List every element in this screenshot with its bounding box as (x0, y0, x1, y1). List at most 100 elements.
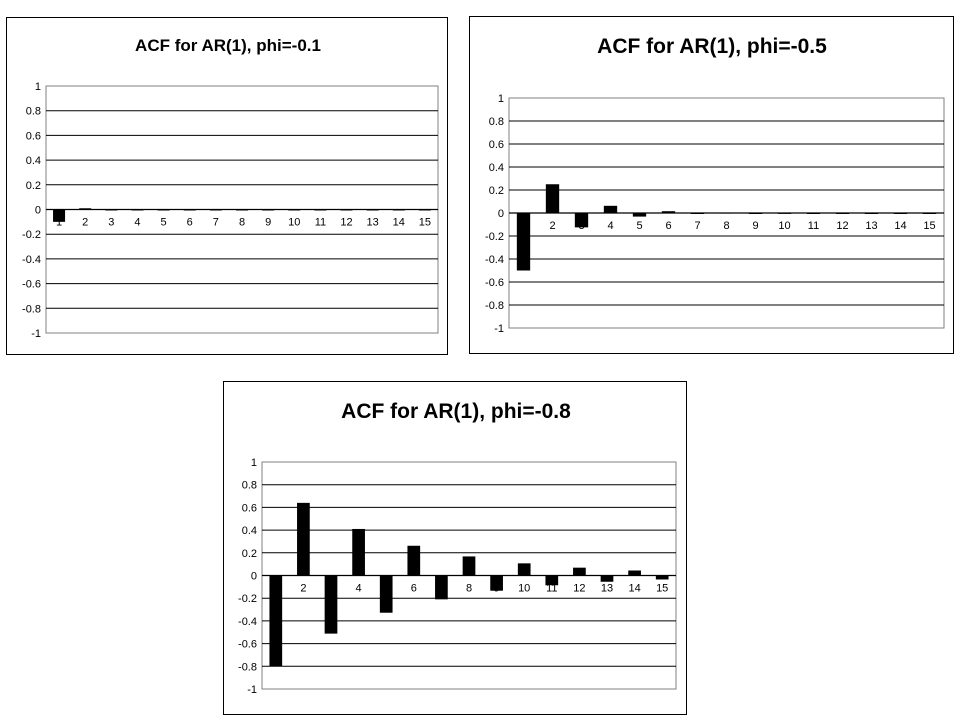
bar-lag-1 (516, 213, 531, 271)
bar-lag-12 (573, 567, 586, 576)
x-tick-label: 6 (411, 583, 417, 595)
chart-title: ACF for AR(1), phi=-0.8 (341, 400, 571, 423)
y-tick-label: 0.6 (489, 139, 504, 151)
x-tick-label: 1 (56, 217, 62, 229)
x-tick-label: 13 (865, 220, 877, 232)
bar-lag-1 (53, 209, 66, 222)
x-tick-label: 2 (300, 583, 306, 595)
x-tick-label: 4 (356, 583, 362, 595)
y-tick-label: 0.6 (26, 130, 41, 142)
y-tick-label: -0.6 (22, 279, 41, 291)
x-tick-label: 2 (82, 217, 88, 229)
y-tick-label: -0.8 (238, 661, 257, 673)
x-tick-label: 2 (549, 220, 555, 232)
y-tick-label: -0.8 (22, 303, 41, 315)
acf-chart-phi-0-8: ACF for AR(1), phi=-0.8 1 0.8 0.6 0.4 0.2 0 -0.… (223, 381, 687, 715)
bar-lag-12 (340, 209, 353, 211)
bar-lag-15 (418, 209, 431, 211)
bar-lag-15 (655, 575, 669, 580)
acf-chart-phi-0-1: ACF for AR(1), phi=-0.1 1 0.8 0.6 0.4 0.2 0 -0.… (6, 17, 448, 355)
x-tick-label: 6 (665, 220, 671, 232)
x-tick-label: 8 (723, 220, 729, 232)
y-tick-label: 0.4 (489, 162, 504, 174)
bar-lag-9 (262, 209, 275, 211)
x-tick-label: 10 (518, 583, 530, 595)
y-tick-label: 1 (35, 81, 41, 93)
bar-lag-2 (545, 184, 560, 213)
y-tick-label: 1 (498, 93, 504, 105)
bar-lag-6 (661, 211, 676, 213)
x-tick-label: 9 (752, 220, 758, 232)
x-tick-label: 6 (187, 217, 193, 229)
y-tick-label: -1 (247, 684, 257, 696)
y-tick-label: -0.2 (22, 229, 41, 241)
y-tick-label: -0.2 (238, 593, 257, 605)
acf-chart-svg: ACF for AR(1), phi=-0.5 1 0.8 0.6 0.4 0.2 0 -0.… (485, 35, 945, 335)
chart-title: ACF for AR(1), phi=-0.1 (135, 36, 321, 55)
bar-lag-14 (893, 212, 908, 214)
bar-lag-4 (603, 205, 618, 213)
bar-lag-11 (806, 213, 821, 214)
x-tick-label: 4 (134, 217, 140, 229)
bar-lag-7 (690, 213, 705, 214)
x-tick-label: 10 (288, 217, 300, 229)
bar-lag-13 (366, 209, 379, 211)
bar-lag-3 (574, 213, 589, 228)
x-tick-label: 13 (601, 583, 613, 595)
acf-chart-svg: ACF for AR(1), phi=-0.1 1 0.8 0.6 0.4 0.2 0 -0.… (22, 36, 439, 340)
x-tick-label: 7 (694, 220, 700, 232)
bar-lag-8 (719, 212, 734, 214)
x-tick-label: 9 (265, 217, 271, 229)
bar-lag-8 (462, 556, 476, 576)
bar-lag-10 (777, 212, 792, 214)
x-tick-label: 13 (367, 217, 379, 229)
y-tick-label: -1 (31, 328, 41, 340)
y-tick-label: 0.4 (242, 525, 257, 537)
y-tick-label: -0.8 (485, 300, 504, 312)
x-tick-label: 11 (315, 217, 326, 229)
chart-title: ACF for AR(1), phi=-0.5 (597, 35, 827, 58)
bar-lag-13 (600, 575, 614, 582)
x-tick-label: 9 (494, 583, 500, 595)
x-tick-label: 15 (419, 217, 431, 229)
acf-chart-svg: ACF for AR(1), phi=-0.8 1 0.8 0.6 0.4 0.2 0 -0.… (238, 400, 677, 696)
x-tick-label: 12 (573, 583, 585, 595)
bar-lag-7 (435, 575, 448, 600)
bar-lag-14 (392, 209, 405, 211)
bar-lag-10 (517, 563, 531, 576)
bar-lag-10 (288, 209, 301, 211)
x-tick-label: 4 (607, 220, 613, 232)
bar-lag-6 (183, 209, 196, 211)
acf-chart-phi-0-5: ACF for AR(1), phi=-0.5 1 0.8 0.6 0.4 0.2 0 -0.… (469, 16, 954, 354)
y-tick-label: 0.8 (489, 116, 504, 128)
bar-lag-2 (297, 502, 310, 576)
bar-lag-7 (209, 209, 222, 211)
y-tick-label: -0.6 (485, 277, 504, 289)
x-tick-label: 3 (108, 217, 114, 229)
y-tick-label: 0.2 (26, 180, 41, 192)
x-tick-label: 8 (239, 217, 245, 229)
bar-lag-14 (628, 570, 641, 576)
bar-lag-11 (545, 575, 559, 586)
y-tick-label: -0.4 (238, 616, 257, 628)
x-tick-label: 12 (340, 217, 352, 229)
x-tick-label: 5 (636, 220, 642, 232)
x-tick-label: 12 (836, 220, 848, 232)
y-tick-label: 0.2 (489, 185, 504, 197)
bar-lag-5 (379, 575, 393, 613)
y-tick-label: 0 (251, 571, 257, 583)
bar-lag-8 (235, 209, 249, 211)
x-tick-label: 15 (923, 220, 935, 232)
bar-lag-5 (157, 209, 170, 211)
x-tick-label: 15 (656, 583, 668, 595)
bar-lag-11 (314, 209, 327, 211)
bar-lag-5 (632, 213, 647, 217)
x-tick-label: 10 (778, 220, 790, 232)
x-tick-label: 5 (161, 217, 167, 229)
x-tick-label: 3 (578, 220, 584, 232)
y-tick-label: -0.4 (485, 254, 504, 266)
y-tick-label: 0.4 (26, 155, 41, 167)
x-tick-label: 11 (546, 583, 557, 595)
x-tick-label: 7 (213, 217, 219, 229)
bar-lag-9 (490, 575, 503, 591)
